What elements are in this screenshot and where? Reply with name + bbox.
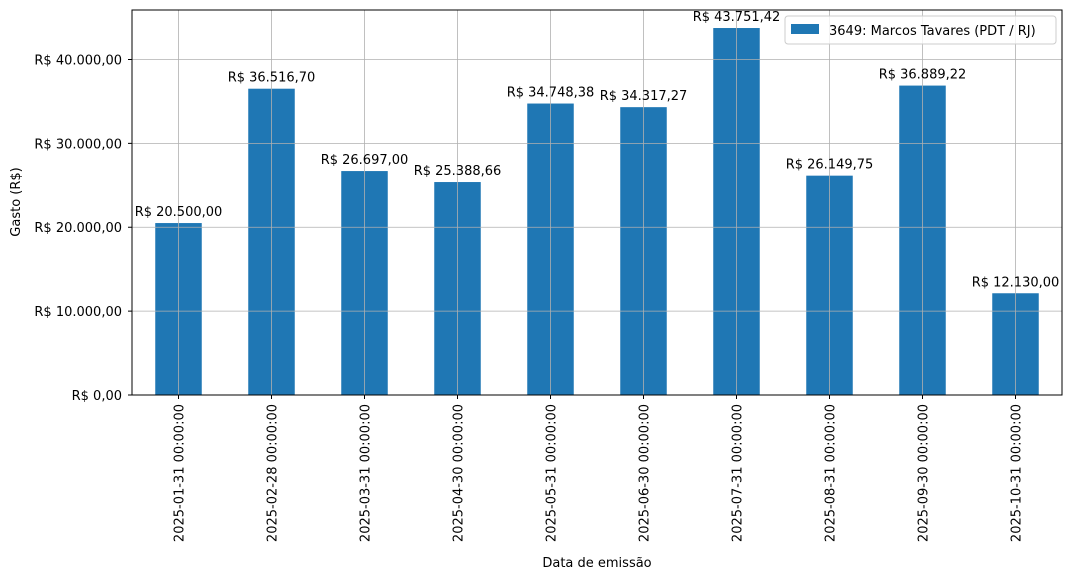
- x-tick-label: 2025-03-31 00:00:00: [359, 404, 374, 542]
- x-tick-label: 2025-07-31 00:00:00: [731, 404, 746, 542]
- y-tick-label: R$ 10.000,00: [34, 305, 122, 320]
- y-tick-label: R$ 30.000,00: [34, 137, 122, 152]
- y-tick-label: R$ 40.000,00: [34, 53, 122, 68]
- legend-label: 3649: Marcos Tavares (PDT / RJ): [829, 24, 1036, 39]
- value-label: R$ 34.748,38: [507, 86, 595, 101]
- value-label: R$ 20.500,00: [135, 205, 223, 220]
- y-tick-label: R$ 20.000,00: [34, 221, 122, 236]
- value-label: R$ 25.388,66: [414, 164, 502, 179]
- x-tick-label: 2025-05-31 00:00:00: [545, 404, 560, 542]
- value-label: R$ 12.130,00: [972, 275, 1060, 290]
- x-axis-label: Data de emissão: [542, 556, 651, 571]
- y-tick-label: R$ 0,00: [72, 389, 122, 404]
- x-tick-label: 2025-01-31 00:00:00: [173, 404, 188, 542]
- value-label: R$ 26.149,75: [786, 158, 874, 173]
- value-label: R$ 36.516,70: [228, 71, 316, 86]
- x-tick-label: 2025-09-30 00:00:00: [917, 404, 932, 542]
- value-label: R$ 43.751,42: [693, 10, 781, 25]
- value-label: R$ 34.317,27: [600, 89, 688, 104]
- x-tick-label: 2025-10-31 00:00:00: [1010, 404, 1025, 542]
- legend-swatch: [791, 24, 819, 34]
- x-tick-label: 2025-08-31 00:00:00: [824, 404, 839, 542]
- value-label: R$ 36.889,22: [879, 68, 967, 83]
- value-label: R$ 26.697,00: [321, 153, 409, 168]
- x-tick-label: 2025-04-30 00:00:00: [452, 404, 467, 542]
- x-tick-label: 2025-06-30 00:00:00: [638, 404, 653, 542]
- plot-frame: [131, 9, 1063, 396]
- y-axis-label: Gasto (R$): [9, 167, 24, 236]
- legend-box: [784, 15, 1057, 45]
- x-tick-label: 2025-02-28 00:00:00: [266, 404, 281, 542]
